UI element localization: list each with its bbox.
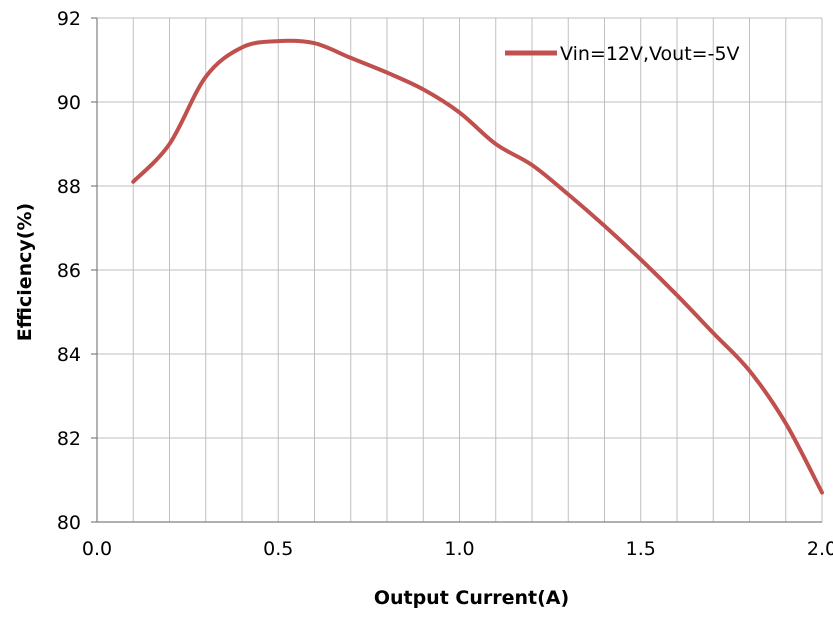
- x-tick-label: 1.0: [444, 538, 474, 560]
- legend-label: Vin=12V,Vout=-5V: [560, 43, 740, 65]
- x-tick-label: 1.5: [626, 538, 656, 560]
- y-tick-label: 90: [57, 92, 81, 114]
- tick-labels: 80 82 84 86 88 90 92 0.0 0.5 1.0 1.5 2.0: [57, 8, 833, 560]
- grid: [97, 17, 823, 522]
- series-line: [131, 38, 824, 495]
- y-tick-label: 86: [57, 260, 81, 282]
- legend: Vin=12V,Vout=-5V: [505, 43, 740, 65]
- series-layer: [131, 38, 824, 495]
- y-tick-label: 84: [57, 344, 81, 366]
- y-tick-label: 80: [57, 512, 81, 534]
- axes: [91, 17, 822, 523]
- x-axis-title: Output Current(A): [374, 587, 569, 609]
- x-tick-label: 0.5: [263, 538, 293, 560]
- y-tick-label: 82: [57, 428, 81, 450]
- y-tick-label: 88: [57, 176, 81, 198]
- y-axis-title: Efficiency(%): [14, 203, 36, 341]
- x-tick-label: 0.0: [82, 538, 112, 560]
- x-tick-label: 2.0: [807, 538, 833, 560]
- y-tick-label: 92: [57, 8, 81, 30]
